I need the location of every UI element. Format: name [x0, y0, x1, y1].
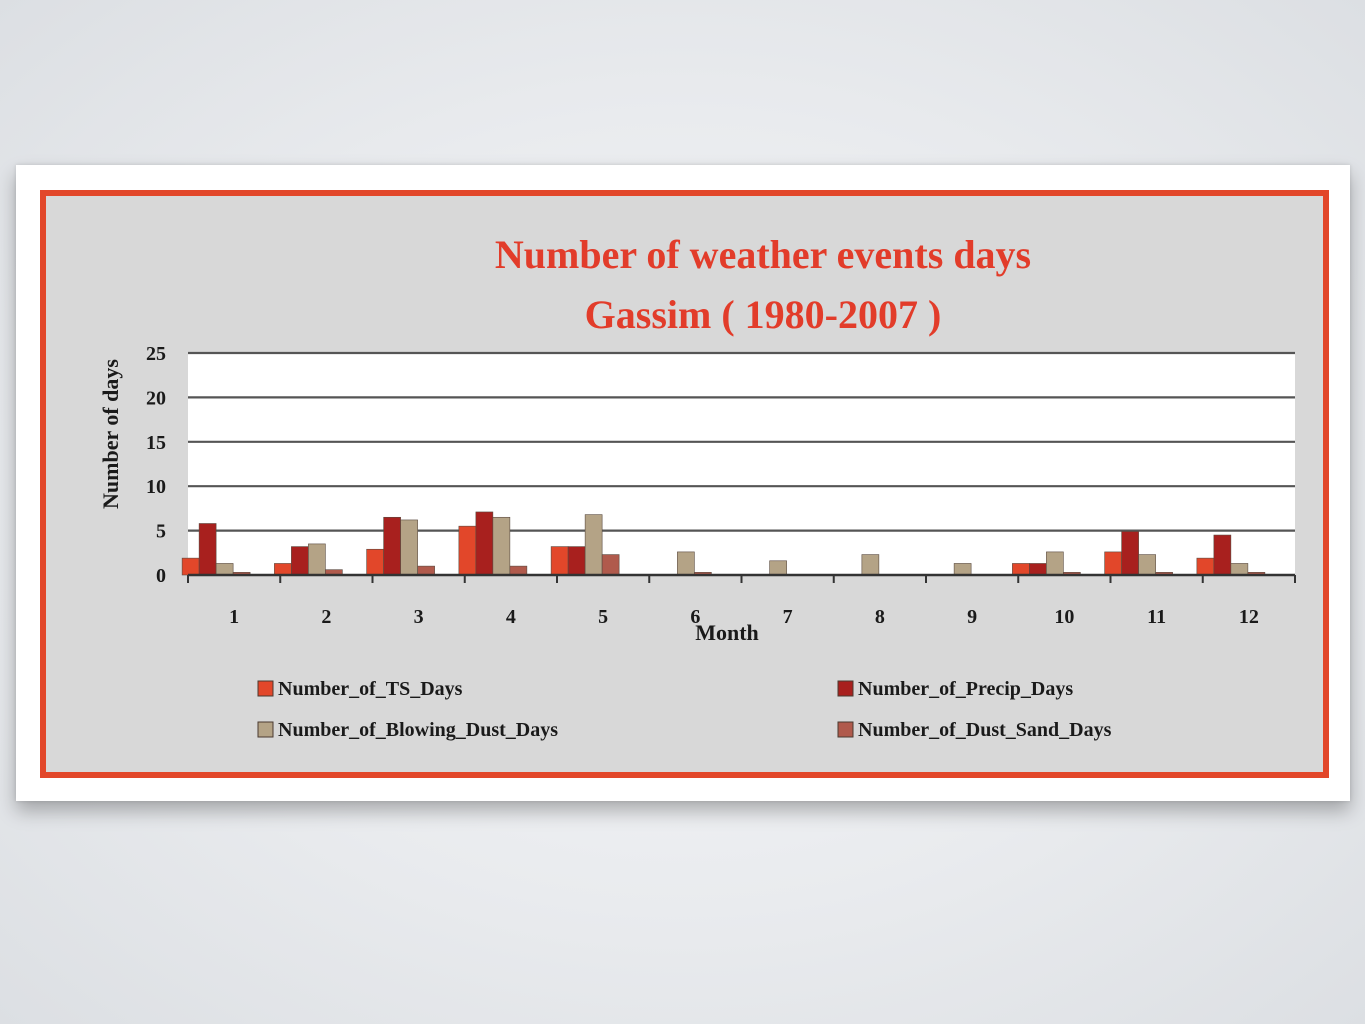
bar — [953, 563, 972, 576]
x-tick-label: 9 — [967, 606, 977, 628]
x-axis-label: Month — [695, 620, 759, 645]
legend-swatch — [257, 721, 274, 738]
bar — [492, 516, 511, 576]
x-tick-label: 3 — [414, 606, 424, 628]
y-tick-label: 15 — [146, 432, 166, 454]
bar — [550, 546, 569, 576]
plot-background — [188, 353, 1295, 575]
chart-title-line-2: Gassim ( 1980-2007 ) — [585, 292, 942, 337]
y-axis-label: Number of days — [98, 359, 123, 509]
chart-panel: Number of weather events days Gassim ( 1… — [40, 190, 1329, 778]
bar — [1046, 551, 1064, 576]
legend-swatch — [837, 721, 854, 738]
bar — [509, 565, 528, 576]
x-tick-label: 2 — [321, 606, 331, 628]
bar — [366, 548, 384, 576]
y-tick-label: 0 — [156, 565, 166, 587]
legend: Number_of_TS_Days Number_of_Precip_Days Nu… — [257, 678, 1112, 741]
bar — [198, 523, 217, 576]
bar — [400, 519, 418, 576]
x-tick-label: 11 — [1147, 606, 1166, 628]
bar — [1196, 557, 1215, 576]
bar — [567, 546, 586, 576]
bar — [584, 514, 603, 576]
x-tick-label: 1 — [229, 606, 239, 628]
chart-title: Number of weather events days Gassim ( 1… — [495, 232, 1031, 337]
x-tick-label: 5 — [598, 606, 608, 628]
bar — [308, 543, 326, 576]
legend-label: Number_of_TS_Days — [278, 678, 463, 700]
bar — [383, 516, 401, 576]
bar — [677, 551, 695, 576]
bar — [1138, 554, 1156, 576]
legend-swatch — [257, 680, 274, 697]
weather-events-chart: Number of weather events days Gassim ( 1… — [98, 232, 1296, 741]
y-tick-label: 5 — [156, 521, 166, 543]
bar — [458, 525, 477, 576]
bar — [1213, 534, 1232, 576]
bar — [861, 554, 880, 576]
x-tick-label: 10 — [1054, 606, 1074, 628]
bar — [274, 563, 292, 576]
y-tick-label: 25 — [146, 343, 166, 365]
y-tick-label: 10 — [146, 476, 166, 498]
bar — [1104, 551, 1122, 576]
bar — [475, 511, 494, 576]
y-axis-label-group: Number of days — [98, 359, 123, 509]
x-tick-label: 4 — [506, 606, 516, 628]
bar — [181, 557, 200, 576]
bar — [1230, 563, 1249, 576]
bar — [1012, 563, 1030, 576]
x-tick-label: 8 — [875, 606, 885, 628]
bar — [769, 560, 787, 576]
x-tick-label: 12 — [1239, 606, 1259, 628]
legend-label: Number_of_Dust_Sand_Days — [858, 719, 1112, 741]
x-tick-label: 6 — [690, 606, 700, 628]
legend-swatch — [837, 680, 854, 697]
legend-label: Number_of_Precip_Days — [858, 678, 1073, 700]
y-tick-label: 20 — [146, 387, 166, 409]
bar — [1029, 563, 1047, 576]
bar — [291, 546, 309, 576]
bar — [417, 565, 435, 576]
bar — [1121, 531, 1139, 576]
bar — [601, 554, 620, 576]
chart-title-line-1: Number of weather events days — [495, 232, 1031, 277]
slide-frame: Number of weather events days Gassim ( 1… — [16, 165, 1350, 801]
x-tick-label: 7 — [783, 606, 793, 628]
bar — [215, 563, 234, 576]
legend-label: Number_of_Blowing_Dust_Days — [278, 719, 558, 741]
